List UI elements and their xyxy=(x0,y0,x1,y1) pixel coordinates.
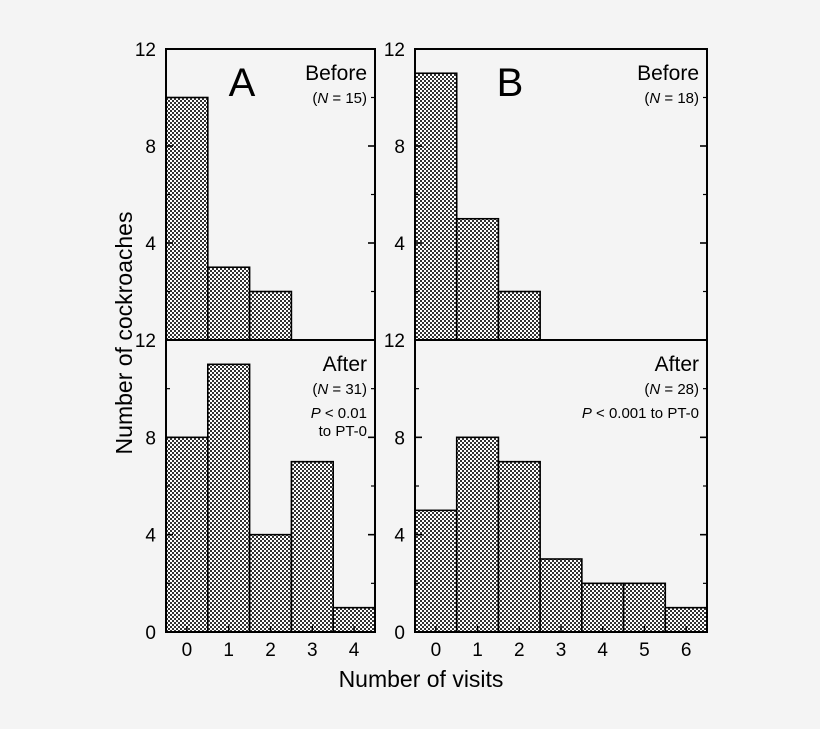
y-axis-title: Number of cockroaches xyxy=(111,212,137,455)
x-tick-label: 4 xyxy=(597,640,608,661)
x-tick-label: 0 xyxy=(431,640,442,661)
significance-annotation: P < 0.01 xyxy=(311,405,367,422)
x-tick-label: 1 xyxy=(223,640,234,661)
bar xyxy=(290,460,334,633)
x-tick-label: 2 xyxy=(514,640,525,661)
bar xyxy=(539,558,583,633)
x-tick-label: 3 xyxy=(307,640,318,661)
bar xyxy=(207,266,251,341)
y-tick-label: 8 xyxy=(394,428,405,449)
y-tick-label: 4 xyxy=(394,234,405,255)
bar xyxy=(581,582,625,633)
bar xyxy=(455,217,500,341)
significance-annotation: to PT-0 xyxy=(319,423,367,440)
x-tick-label: 3 xyxy=(556,640,567,661)
bar xyxy=(497,460,541,633)
y-tick-label: 4 xyxy=(145,234,156,255)
phase-label: Before xyxy=(305,62,367,85)
bar xyxy=(248,290,293,341)
n-label: (N = 28) xyxy=(644,381,699,398)
x-tick-label: 0 xyxy=(182,640,193,661)
y-tick-label: 0 xyxy=(394,623,405,644)
x-tick-label: 5 xyxy=(639,640,650,661)
x-tick-label: 4 xyxy=(349,640,360,661)
y-tick-label: 8 xyxy=(394,137,405,158)
bar xyxy=(414,72,458,341)
significance-annotation: P < 0.001 to PT-0 xyxy=(582,405,699,422)
y-tick-label: 12 xyxy=(384,40,405,61)
panel-letter: B xyxy=(497,61,524,105)
bar xyxy=(248,533,293,633)
panel-letter: A xyxy=(229,61,256,105)
x-tick-label: 1 xyxy=(472,640,483,661)
bar xyxy=(455,436,500,633)
y-tick-label: 8 xyxy=(145,428,156,449)
bar xyxy=(497,290,541,341)
phase-label: After xyxy=(323,353,367,376)
x-tick-label: 2 xyxy=(265,640,276,661)
bar xyxy=(207,363,251,633)
x-axis-title: Number of visits xyxy=(339,666,504,692)
y-tick-label: 12 xyxy=(135,40,156,61)
phase-label: After xyxy=(655,353,699,376)
subplot-before: 4 8 12 Before (N = 15) xyxy=(135,40,376,341)
y-tick-label: 0 xyxy=(145,623,156,644)
n-label: (N = 15) xyxy=(312,90,367,107)
bar xyxy=(414,509,458,633)
y-tick-label: 4 xyxy=(145,526,156,547)
n-label: (N = 18) xyxy=(644,90,699,107)
bar xyxy=(165,96,209,341)
y-tick-label: 8 xyxy=(145,137,156,158)
y-tick-label: 4 xyxy=(394,526,405,547)
y-tick-label: 12 xyxy=(135,331,156,352)
phase-label: Before xyxy=(637,62,699,85)
n-label: (N = 31) xyxy=(312,381,367,398)
bar xyxy=(622,582,667,633)
y-tick-label: 12 xyxy=(384,331,405,352)
x-tick-label: 6 xyxy=(681,640,692,661)
